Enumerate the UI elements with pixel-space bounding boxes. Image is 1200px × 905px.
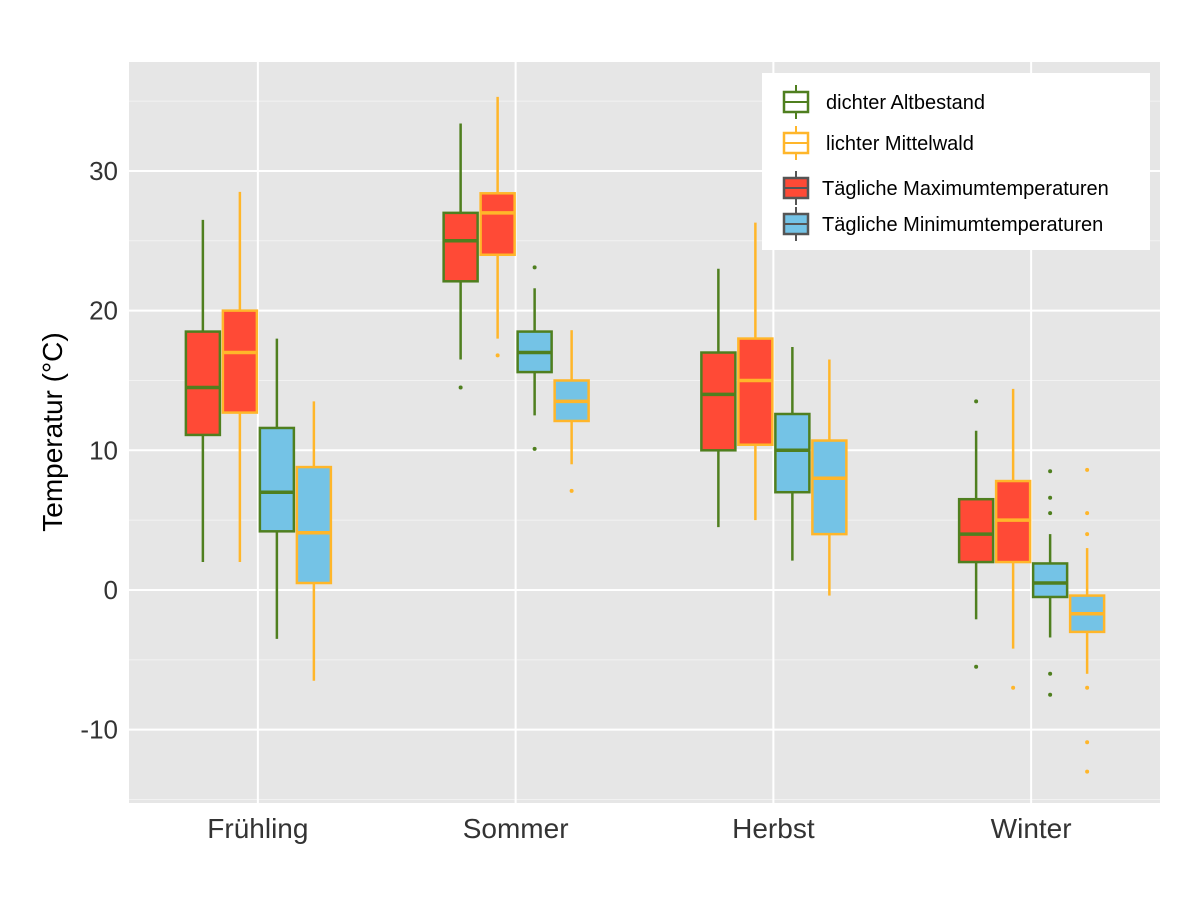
y-axis-label: Temperatur (°C) bbox=[37, 332, 68, 531]
y-tick-label: 10 bbox=[89, 435, 118, 465]
box-iqr bbox=[700, 351, 737, 452]
box-iqr bbox=[295, 465, 333, 585]
legend-item: Tägliche Maximumtemperaturen bbox=[782, 171, 1109, 205]
outlier-point bbox=[1011, 685, 1016, 690]
box bbox=[774, 346, 811, 561]
outlier-point bbox=[1085, 685, 1090, 690]
legend-item: dichter Altbestand bbox=[782, 85, 985, 119]
box bbox=[479, 96, 516, 358]
outlier-point bbox=[974, 664, 979, 669]
x-axis-ticks: Frühling Sommer Herbst Winter bbox=[207, 813, 1071, 844]
box bbox=[295, 401, 333, 681]
box-iqr bbox=[258, 426, 296, 533]
outlier-point bbox=[569, 488, 574, 493]
outlier-point bbox=[974, 399, 979, 404]
box bbox=[553, 330, 590, 493]
box bbox=[442, 123, 479, 390]
box bbox=[1031, 469, 1069, 697]
box-iqr bbox=[737, 337, 774, 446]
box bbox=[258, 338, 296, 639]
x-tick-label: Sommer bbox=[463, 813, 569, 844]
outlier-point bbox=[1048, 671, 1053, 676]
x-tick-label: Winter bbox=[991, 813, 1072, 844]
outlier-point bbox=[1085, 769, 1090, 774]
outlier-point bbox=[458, 385, 463, 390]
box-iqr bbox=[811, 439, 848, 536]
legend: dichter Altbestand lichter Mittelwald Tägl… bbox=[762, 73, 1150, 250]
y-tick-label: -10 bbox=[80, 715, 118, 745]
box bbox=[221, 191, 259, 563]
box bbox=[994, 388, 1032, 690]
box-iqr bbox=[774, 412, 811, 494]
box-iqr bbox=[1031, 562, 1069, 599]
legend-label: Tägliche Maximumtemperaturen bbox=[822, 178, 1109, 200]
outlier-point bbox=[532, 265, 537, 270]
outlier-point bbox=[1085, 467, 1090, 472]
x-tick-label: Frühling bbox=[207, 813, 308, 844]
boxes bbox=[184, 96, 1106, 774]
legend-label: lichter Mittelwald bbox=[826, 133, 974, 155]
y-axis-ticks: -10 0 10 20 30 bbox=[80, 156, 118, 745]
box bbox=[516, 265, 553, 451]
box-iqr bbox=[184, 330, 222, 437]
legend-item: lichter Mittelwald bbox=[782, 126, 974, 160]
legend-label: Tägliche Minimumtemperaturen bbox=[822, 214, 1103, 236]
outlier-point bbox=[1085, 511, 1090, 516]
box-iqr bbox=[479, 192, 516, 257]
outlier-point bbox=[1085, 532, 1090, 537]
legend-label: dichter Altbestand bbox=[826, 92, 985, 114]
box bbox=[1068, 467, 1106, 774]
legend-item: Tägliche Minimumtemperaturen bbox=[782, 207, 1103, 241]
outlier-point bbox=[1085, 740, 1090, 745]
outlier-point bbox=[1048, 511, 1053, 516]
outlier-point bbox=[1048, 469, 1053, 474]
box bbox=[957, 399, 995, 669]
y-tick-label: 0 bbox=[104, 575, 118, 605]
box bbox=[700, 268, 737, 528]
x-tick-label: Herbst bbox=[732, 813, 815, 844]
box-iqr bbox=[442, 211, 479, 283]
box bbox=[184, 219, 222, 563]
outlier-point bbox=[1048, 692, 1053, 697]
y-tick-label: 30 bbox=[89, 156, 118, 186]
outlier-point bbox=[532, 446, 537, 451]
box bbox=[737, 222, 774, 521]
box-iqr bbox=[957, 497, 995, 564]
y-tick-label: 20 bbox=[89, 296, 118, 326]
box-iqr bbox=[221, 309, 259, 414]
legend-background bbox=[762, 73, 1150, 250]
outlier-point bbox=[1048, 495, 1053, 500]
box bbox=[811, 359, 848, 596]
outlier-point bbox=[495, 353, 500, 358]
